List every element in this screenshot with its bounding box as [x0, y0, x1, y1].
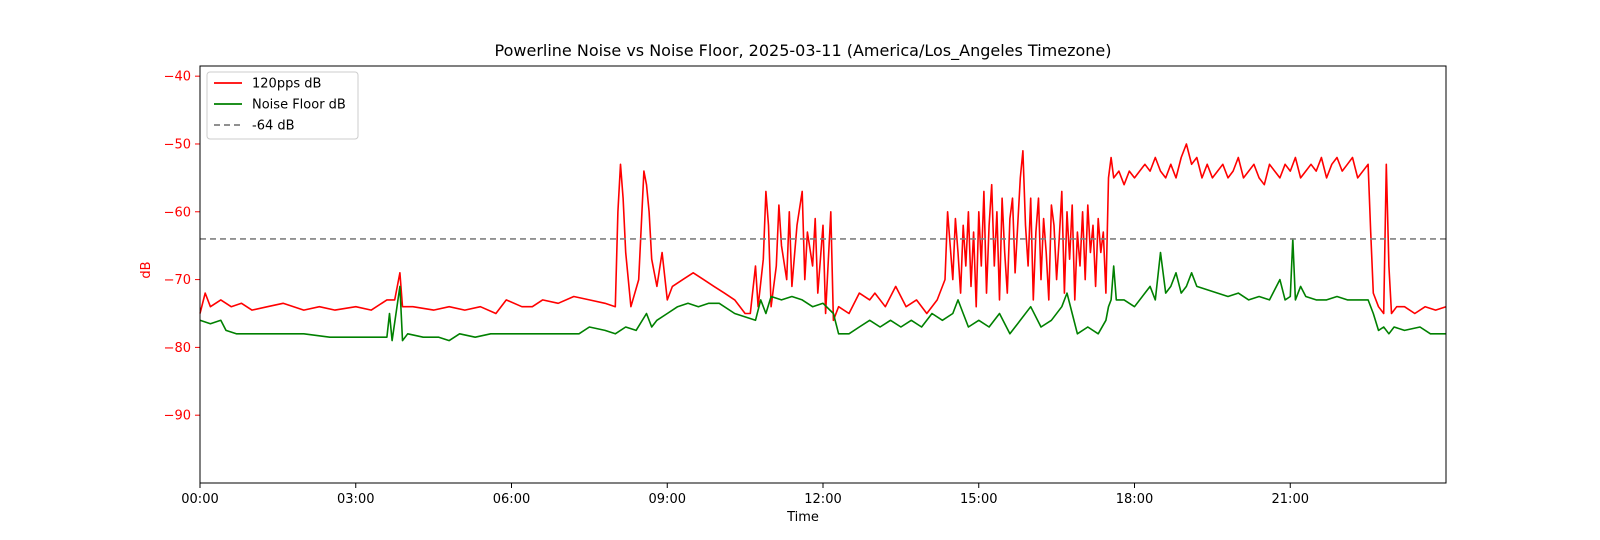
- x-axis-label: Time: [786, 510, 819, 525]
- x-tick-label: 06:00: [493, 492, 530, 507]
- x-tick-label: 15:00: [960, 492, 997, 507]
- y-tick-label: −60: [164, 205, 191, 220]
- y-axis: −40 −50 −60 −70 −80 −90: [164, 70, 200, 424]
- legend-entry: -64 dB: [252, 119, 295, 134]
- y-axis-label: dB: [139, 261, 154, 278]
- x-tick-label: 00:00: [181, 492, 218, 507]
- x-tick-label: 12:00: [804, 492, 841, 507]
- series-line-0: [199, 143, 1447, 322]
- x-tick-label: 09:00: [649, 492, 686, 507]
- y-tick-label: −80: [164, 341, 191, 356]
- y-tick-label: −90: [164, 409, 191, 424]
- chart-title: Powerline Noise vs Noise Floor, 2025-03-…: [495, 41, 1112, 61]
- x-tick-label: 21:00: [1272, 492, 1309, 507]
- legend: 120pps dB Noise Floor dB -64 dB: [206, 71, 359, 140]
- y-tick-label: −40: [164, 70, 191, 85]
- plot-area: [199, 143, 1447, 342]
- y-tick-label: −70: [164, 273, 191, 288]
- x-tick-label: 18:00: [1116, 492, 1153, 507]
- x-tick-label: 03:00: [337, 492, 374, 507]
- plot-frame: [199, 65, 1447, 484]
- series-line-1: [199, 238, 1446, 342]
- x-axis: 00:00 03:00 06:00 09:00 12:00 15:00 18:00 21:00: [181, 483, 1309, 507]
- legend-entry: 120pps dB: [252, 77, 321, 92]
- legend-entry: Noise Floor dB: [252, 98, 346, 113]
- y-tick-label: −50: [164, 137, 191, 152]
- legend-box: [206, 71, 359, 140]
